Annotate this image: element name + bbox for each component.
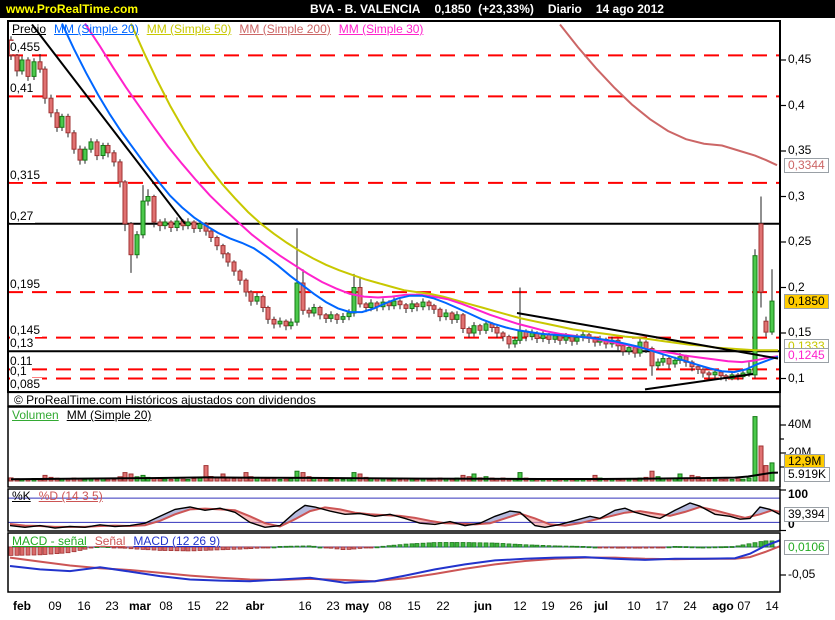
x-axis-label: abr xyxy=(245,599,265,613)
price-level-label: 0,315 xyxy=(10,167,43,182)
legend-item[interactable]: MM (Simple 30) xyxy=(338,22,424,36)
x-axis-label: 16 xyxy=(298,599,312,613)
x-axis-label: 17 xyxy=(655,599,669,613)
top-bar: www.ProRealTime.com BVA - B. VALENCIA 0,… xyxy=(0,0,835,18)
attribution-text: © ProRealTime.com Históricos ajustados c… xyxy=(14,393,316,407)
legend-item[interactable]: MM (Simple 20) xyxy=(66,408,152,422)
legend-item[interactable]: %K xyxy=(12,489,31,503)
volume-series xyxy=(8,416,779,482)
x-axis-label: feb xyxy=(13,599,31,613)
x-axis-label: ago xyxy=(712,599,734,613)
price-level-label: 0,41 xyxy=(10,81,36,96)
current-volume-box: 12,9M xyxy=(784,454,826,469)
macd-value-box: 0,0106 xyxy=(784,540,829,555)
stochastic-value-box: 39,394 xyxy=(784,507,829,522)
x-axis-label: 09 xyxy=(48,599,62,613)
session-date: 14 ago 2012 xyxy=(595,2,664,16)
legend-item[interactable]: MACD - señal xyxy=(12,534,87,548)
price-axis-tick: 0,1 xyxy=(788,370,805,385)
brand-watermark: www.ProRealTime.com xyxy=(6,2,139,16)
stoch-axis-tick: 100 xyxy=(788,487,809,501)
x-axis-label: 12 xyxy=(513,599,527,613)
ma200-line xyxy=(559,23,778,167)
ma50-line xyxy=(130,23,778,352)
legend-item[interactable]: MM (Simple 200) xyxy=(239,22,331,36)
x-axis-label: 07 xyxy=(737,599,751,613)
ma20-line xyxy=(61,23,779,374)
x-axis-label: 10 xyxy=(627,599,641,613)
x-axis-label: 22 xyxy=(215,599,229,613)
stochastic-series xyxy=(8,497,781,529)
price-level-label: 0,455 xyxy=(10,40,43,55)
x-axis-label: 15 xyxy=(407,599,421,613)
price-axis-tick: 0,45 xyxy=(788,52,812,66)
price-level-label: 0,085 xyxy=(10,377,43,392)
ma30-value-box: 0,1245 xyxy=(784,348,829,363)
stochastic-legend: %K %D (14 3 5) xyxy=(12,490,103,503)
legend-item[interactable]: Señal xyxy=(94,534,126,548)
macd-series xyxy=(8,539,781,584)
trendlines xyxy=(31,23,779,391)
x-axis-label: 26 xyxy=(569,599,583,613)
price-legend: Precio MM (Simple 20) MM (Simple 50) MM (Si… xyxy=(12,23,423,36)
price-level-label: 0,27 xyxy=(10,208,36,223)
stoch-d-line xyxy=(9,505,781,528)
legend-item[interactable]: MM (Simple 50) xyxy=(146,22,232,36)
legend-item[interactable]: %D (14 3 5) xyxy=(38,489,103,503)
macd-signal-line xyxy=(9,545,781,583)
ma30-line xyxy=(84,23,779,364)
legend-item[interactable]: Precio xyxy=(12,22,47,36)
macd-main-line xyxy=(9,539,781,584)
price-level-label: 0,1 xyxy=(10,363,29,378)
price-axis-tick: 0,25 xyxy=(788,234,812,248)
panel-borders xyxy=(7,20,781,593)
x-axis-label: may xyxy=(344,599,370,613)
legend-item[interactable]: Volumen xyxy=(12,408,59,422)
x-axis-label: 14 xyxy=(765,599,779,613)
x-axis-label: jul xyxy=(594,599,608,613)
legend-item[interactable]: MACD (12 26 9) xyxy=(133,534,221,548)
legend-item[interactable]: MM (Simple 20) xyxy=(54,22,139,36)
macd-axis-tick: -0,05 xyxy=(788,567,816,581)
symbol-name: BVA - B. VALENCIA xyxy=(310,2,421,16)
x-axis-label: jun xyxy=(474,599,492,613)
x-axis-label: 08 xyxy=(378,599,392,613)
axis-tick-marks xyxy=(780,59,786,576)
candlestick-series xyxy=(9,36,775,382)
moving-averages xyxy=(61,23,779,374)
x-axis-label: 23 xyxy=(326,599,340,613)
macd-legend: MACD - señal Señal MACD (12 26 9) xyxy=(12,535,220,548)
price-level-label: 0,195 xyxy=(10,277,43,292)
chart-title: BVA - B. VALENCIA 0,1850 (+23,33%) Diari… xyxy=(310,2,664,16)
price-level-label: 0,13 xyxy=(10,336,36,351)
x-axis-label: 15 xyxy=(187,599,201,613)
x-axis-label: 08 xyxy=(159,599,173,613)
stoch-k-line xyxy=(9,502,781,529)
x-axis-label: 24 xyxy=(683,599,697,613)
price-level-label: 0,145 xyxy=(10,322,43,337)
last-price-box: 0,1850 xyxy=(784,294,829,309)
price-axis-tick: 0,35 xyxy=(788,143,812,157)
price-axis-tick: 0,2 xyxy=(788,279,805,294)
last-price: 0,1850 xyxy=(434,2,472,16)
price-axis-tick: 0,4 xyxy=(788,97,805,112)
x-axis-label: 16 xyxy=(77,599,91,613)
ma200-value-box: 0,3344 xyxy=(784,158,829,173)
stoch-axis-tick: 0 xyxy=(788,517,795,531)
x-axis-label: mar xyxy=(128,599,152,613)
volume-ma-line xyxy=(10,471,779,481)
price-change: (+23,33%) xyxy=(478,2,534,16)
volume-legend: Volumen MM (Simple 20) xyxy=(12,409,151,422)
volume-axis-tick: 40M xyxy=(788,417,812,431)
timeframe: Diario xyxy=(547,2,582,16)
x-axis-label: 19 xyxy=(541,599,555,613)
price-axis-tick: 0,3 xyxy=(788,188,805,203)
price-axis-tick: 0,15 xyxy=(788,325,812,339)
x-axis-label: 22 xyxy=(436,599,450,613)
x-axis-label: 23 xyxy=(105,599,119,613)
volume-ma-box: 5.919K xyxy=(784,467,831,482)
